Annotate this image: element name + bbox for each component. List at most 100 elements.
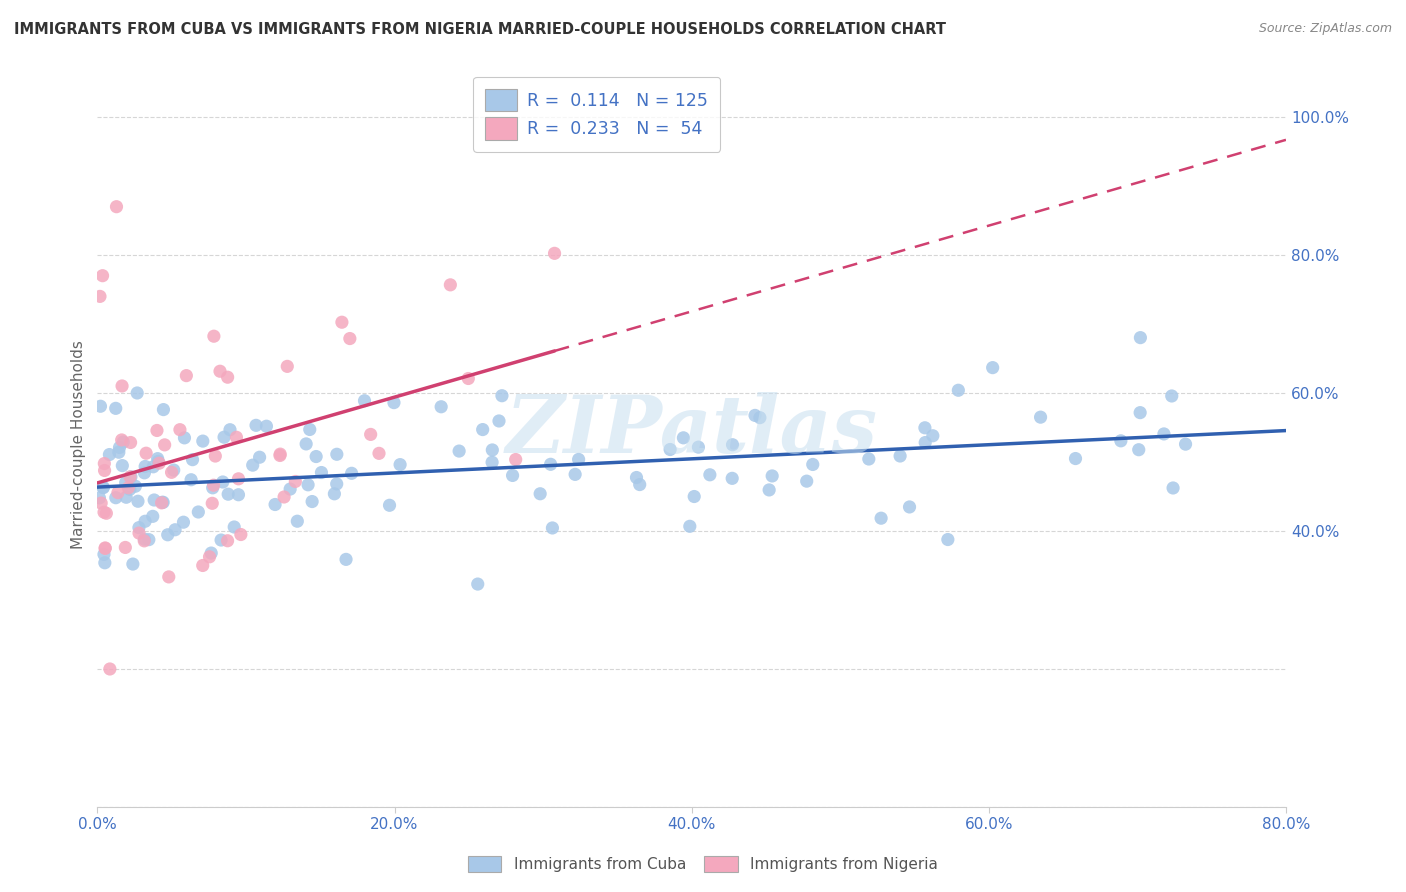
Point xyxy=(219,423,242,437)
Point xyxy=(285,514,308,528)
Point xyxy=(148,454,170,468)
Point xyxy=(276,359,298,374)
Point xyxy=(156,528,179,542)
Point xyxy=(93,463,115,477)
Point xyxy=(242,458,264,472)
Point xyxy=(467,577,489,591)
Point xyxy=(146,451,169,466)
Point xyxy=(889,449,911,463)
Point xyxy=(94,541,117,556)
Point xyxy=(326,447,349,461)
Point xyxy=(269,447,291,461)
Point xyxy=(146,424,169,438)
Point xyxy=(382,395,405,409)
Point xyxy=(165,523,187,537)
Point xyxy=(118,483,141,497)
Point xyxy=(124,479,146,493)
Point xyxy=(683,490,706,504)
Point xyxy=(198,549,221,564)
Point xyxy=(93,505,115,519)
Point xyxy=(1029,410,1052,425)
Point xyxy=(796,474,818,488)
Point xyxy=(801,458,824,472)
Point xyxy=(228,488,250,502)
Point xyxy=(202,329,225,343)
Point xyxy=(858,452,880,467)
Point xyxy=(305,450,328,464)
Point xyxy=(245,418,267,433)
Point xyxy=(540,458,562,472)
Point xyxy=(209,533,232,547)
Point xyxy=(134,459,156,474)
Point xyxy=(163,463,186,477)
Point xyxy=(921,429,943,443)
Point xyxy=(135,446,157,460)
Point xyxy=(114,541,136,555)
Point xyxy=(491,389,513,403)
Point xyxy=(202,478,225,492)
Point xyxy=(744,409,766,423)
Point xyxy=(118,470,141,484)
Point xyxy=(180,473,202,487)
Point xyxy=(323,487,346,501)
Point xyxy=(115,490,138,504)
Legend: Immigrants from Cuba, Immigrants from Nigeria: Immigrants from Cuba, Immigrants from Ni… xyxy=(460,848,946,880)
Point xyxy=(628,477,651,491)
Point xyxy=(721,438,744,452)
Point xyxy=(173,431,195,445)
Point xyxy=(211,475,233,489)
Point xyxy=(301,494,323,508)
Point xyxy=(98,448,121,462)
Point xyxy=(201,481,224,495)
Point xyxy=(108,445,131,459)
Point xyxy=(325,476,347,491)
Point xyxy=(122,557,145,571)
Point xyxy=(112,435,135,450)
Point xyxy=(128,526,150,541)
Point xyxy=(1160,389,1182,403)
Point xyxy=(1064,451,1087,466)
Point xyxy=(295,437,318,451)
Point xyxy=(134,514,156,528)
Point xyxy=(672,431,695,445)
Point xyxy=(430,400,453,414)
Point xyxy=(127,386,149,401)
Point xyxy=(278,482,301,496)
Point xyxy=(1129,331,1152,345)
Point xyxy=(541,521,564,535)
Point xyxy=(143,493,166,508)
Point xyxy=(200,546,222,560)
Point xyxy=(481,455,503,469)
Point xyxy=(104,491,127,505)
Point xyxy=(297,477,319,491)
Point xyxy=(273,490,295,504)
Point xyxy=(127,494,149,508)
Point xyxy=(568,452,591,467)
Point xyxy=(169,423,191,437)
Point xyxy=(150,495,173,509)
Point xyxy=(89,491,111,505)
Point xyxy=(626,470,648,484)
Point xyxy=(152,495,174,509)
Point xyxy=(90,496,112,510)
Point xyxy=(1109,434,1132,448)
Point xyxy=(688,440,710,454)
Point xyxy=(142,509,165,524)
Point xyxy=(91,481,114,495)
Point xyxy=(217,370,239,384)
Point xyxy=(1129,406,1152,420)
Point xyxy=(89,289,111,303)
Point xyxy=(150,496,173,510)
Point xyxy=(181,452,204,467)
Point xyxy=(256,419,278,434)
Point xyxy=(153,438,176,452)
Point xyxy=(269,449,291,463)
Point xyxy=(249,450,271,465)
Point xyxy=(120,470,142,484)
Point xyxy=(699,467,721,482)
Point xyxy=(225,430,247,444)
Point xyxy=(217,533,239,548)
Point xyxy=(330,315,353,329)
Point xyxy=(134,533,156,548)
Point xyxy=(120,435,142,450)
